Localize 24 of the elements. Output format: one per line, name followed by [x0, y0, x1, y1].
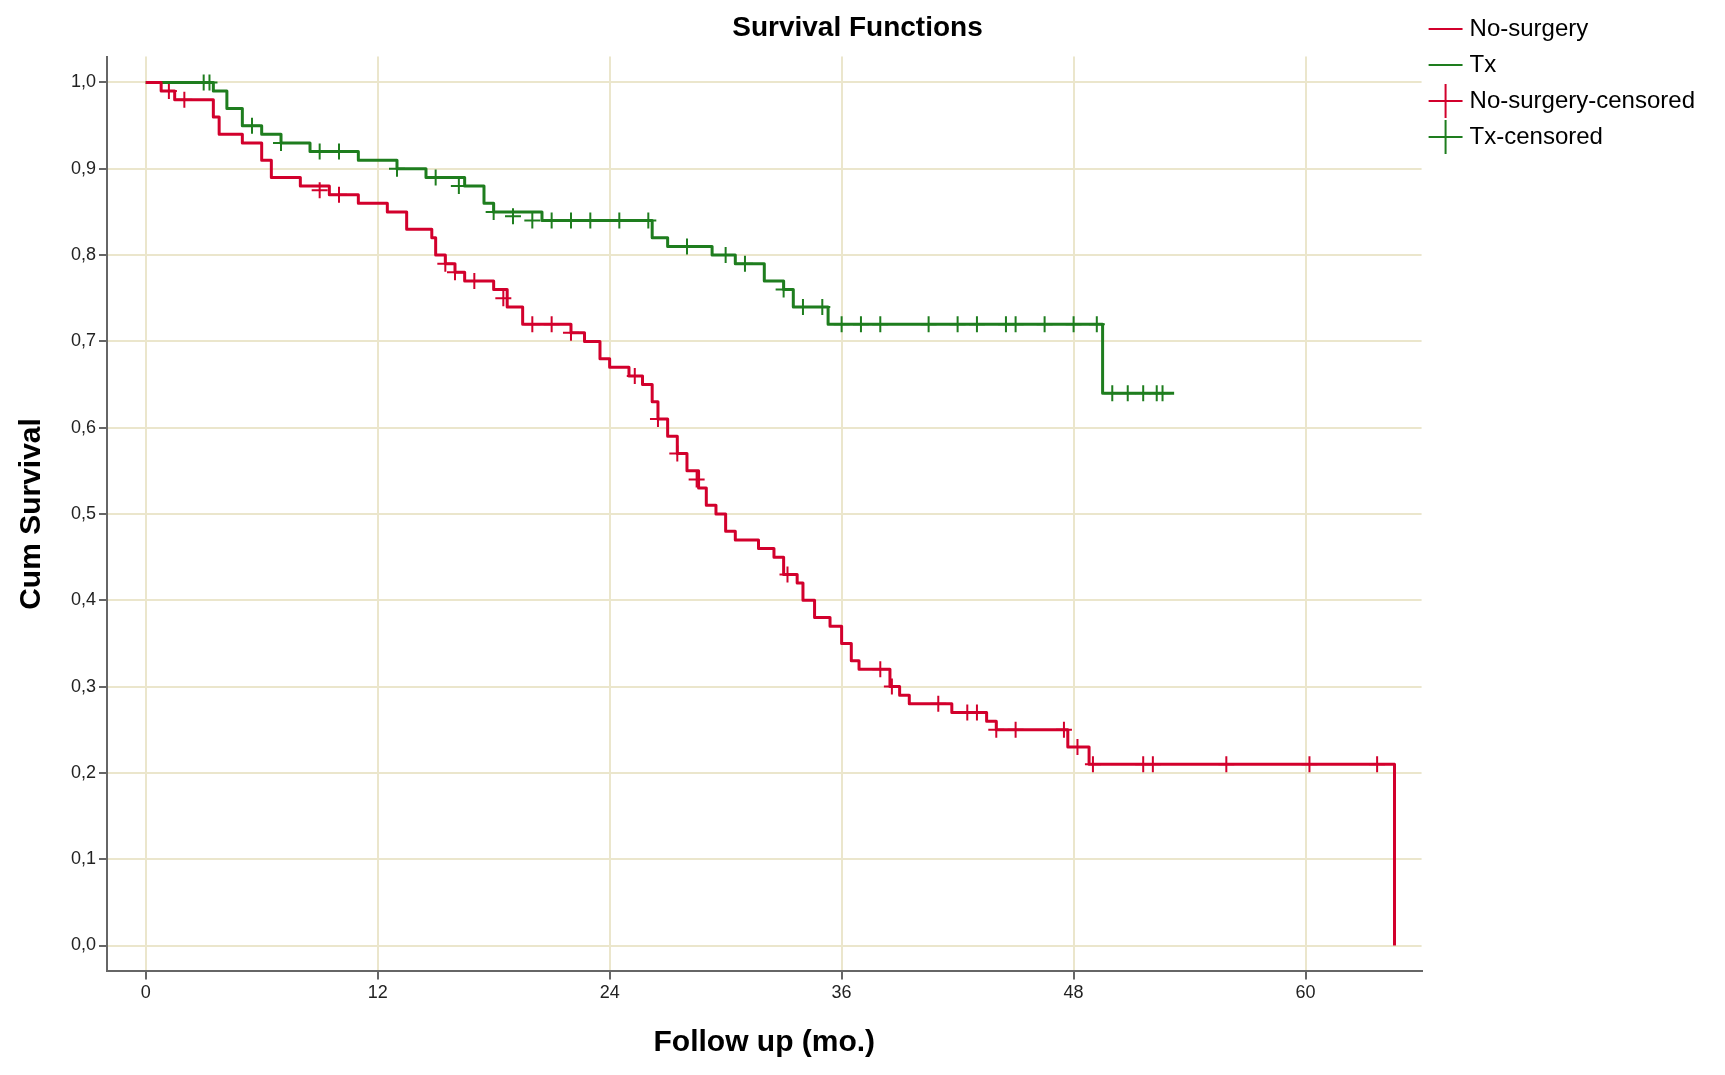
y-tick-label: 0,6	[70, 416, 97, 437]
y-tick-label: 0,3	[70, 675, 97, 696]
x-tick-label: 0	[140, 982, 151, 1003]
x-tick-label: 24	[599, 982, 620, 1003]
y-tick-label: 0,9	[70, 157, 97, 178]
y-tick-label: 0,5	[70, 502, 97, 523]
legend-label: Tx-censored	[1469, 121, 1603, 149]
chart-title: Survival Functions	[732, 10, 983, 42]
x-tick-label: 60	[1295, 982, 1316, 1003]
x-tick-label: 12	[367, 982, 388, 1003]
y-tick-label: 0,0	[70, 934, 97, 955]
y-tick-label: 0,7	[70, 330, 97, 351]
y-axis-title: Cum Survival	[13, 418, 47, 610]
x-tick-label: 48	[1063, 982, 1084, 1003]
legend-label: No-surgery	[1469, 13, 1589, 41]
y-tick-label: 0,8	[70, 244, 97, 265]
legend-label: No-surgery-censored	[1469, 85, 1695, 113]
y-tick-label: 0,1	[70, 848, 97, 869]
y-tick-label: 1,0	[70, 71, 97, 92]
y-tick-label: 0,4	[70, 589, 97, 610]
x-tick-label: 36	[831, 982, 852, 1003]
x-axis-title: Follow up (mo.)	[653, 1024, 876, 1058]
y-tick-label: 0,2	[70, 761, 97, 782]
legend-label: Tx	[1469, 49, 1497, 77]
